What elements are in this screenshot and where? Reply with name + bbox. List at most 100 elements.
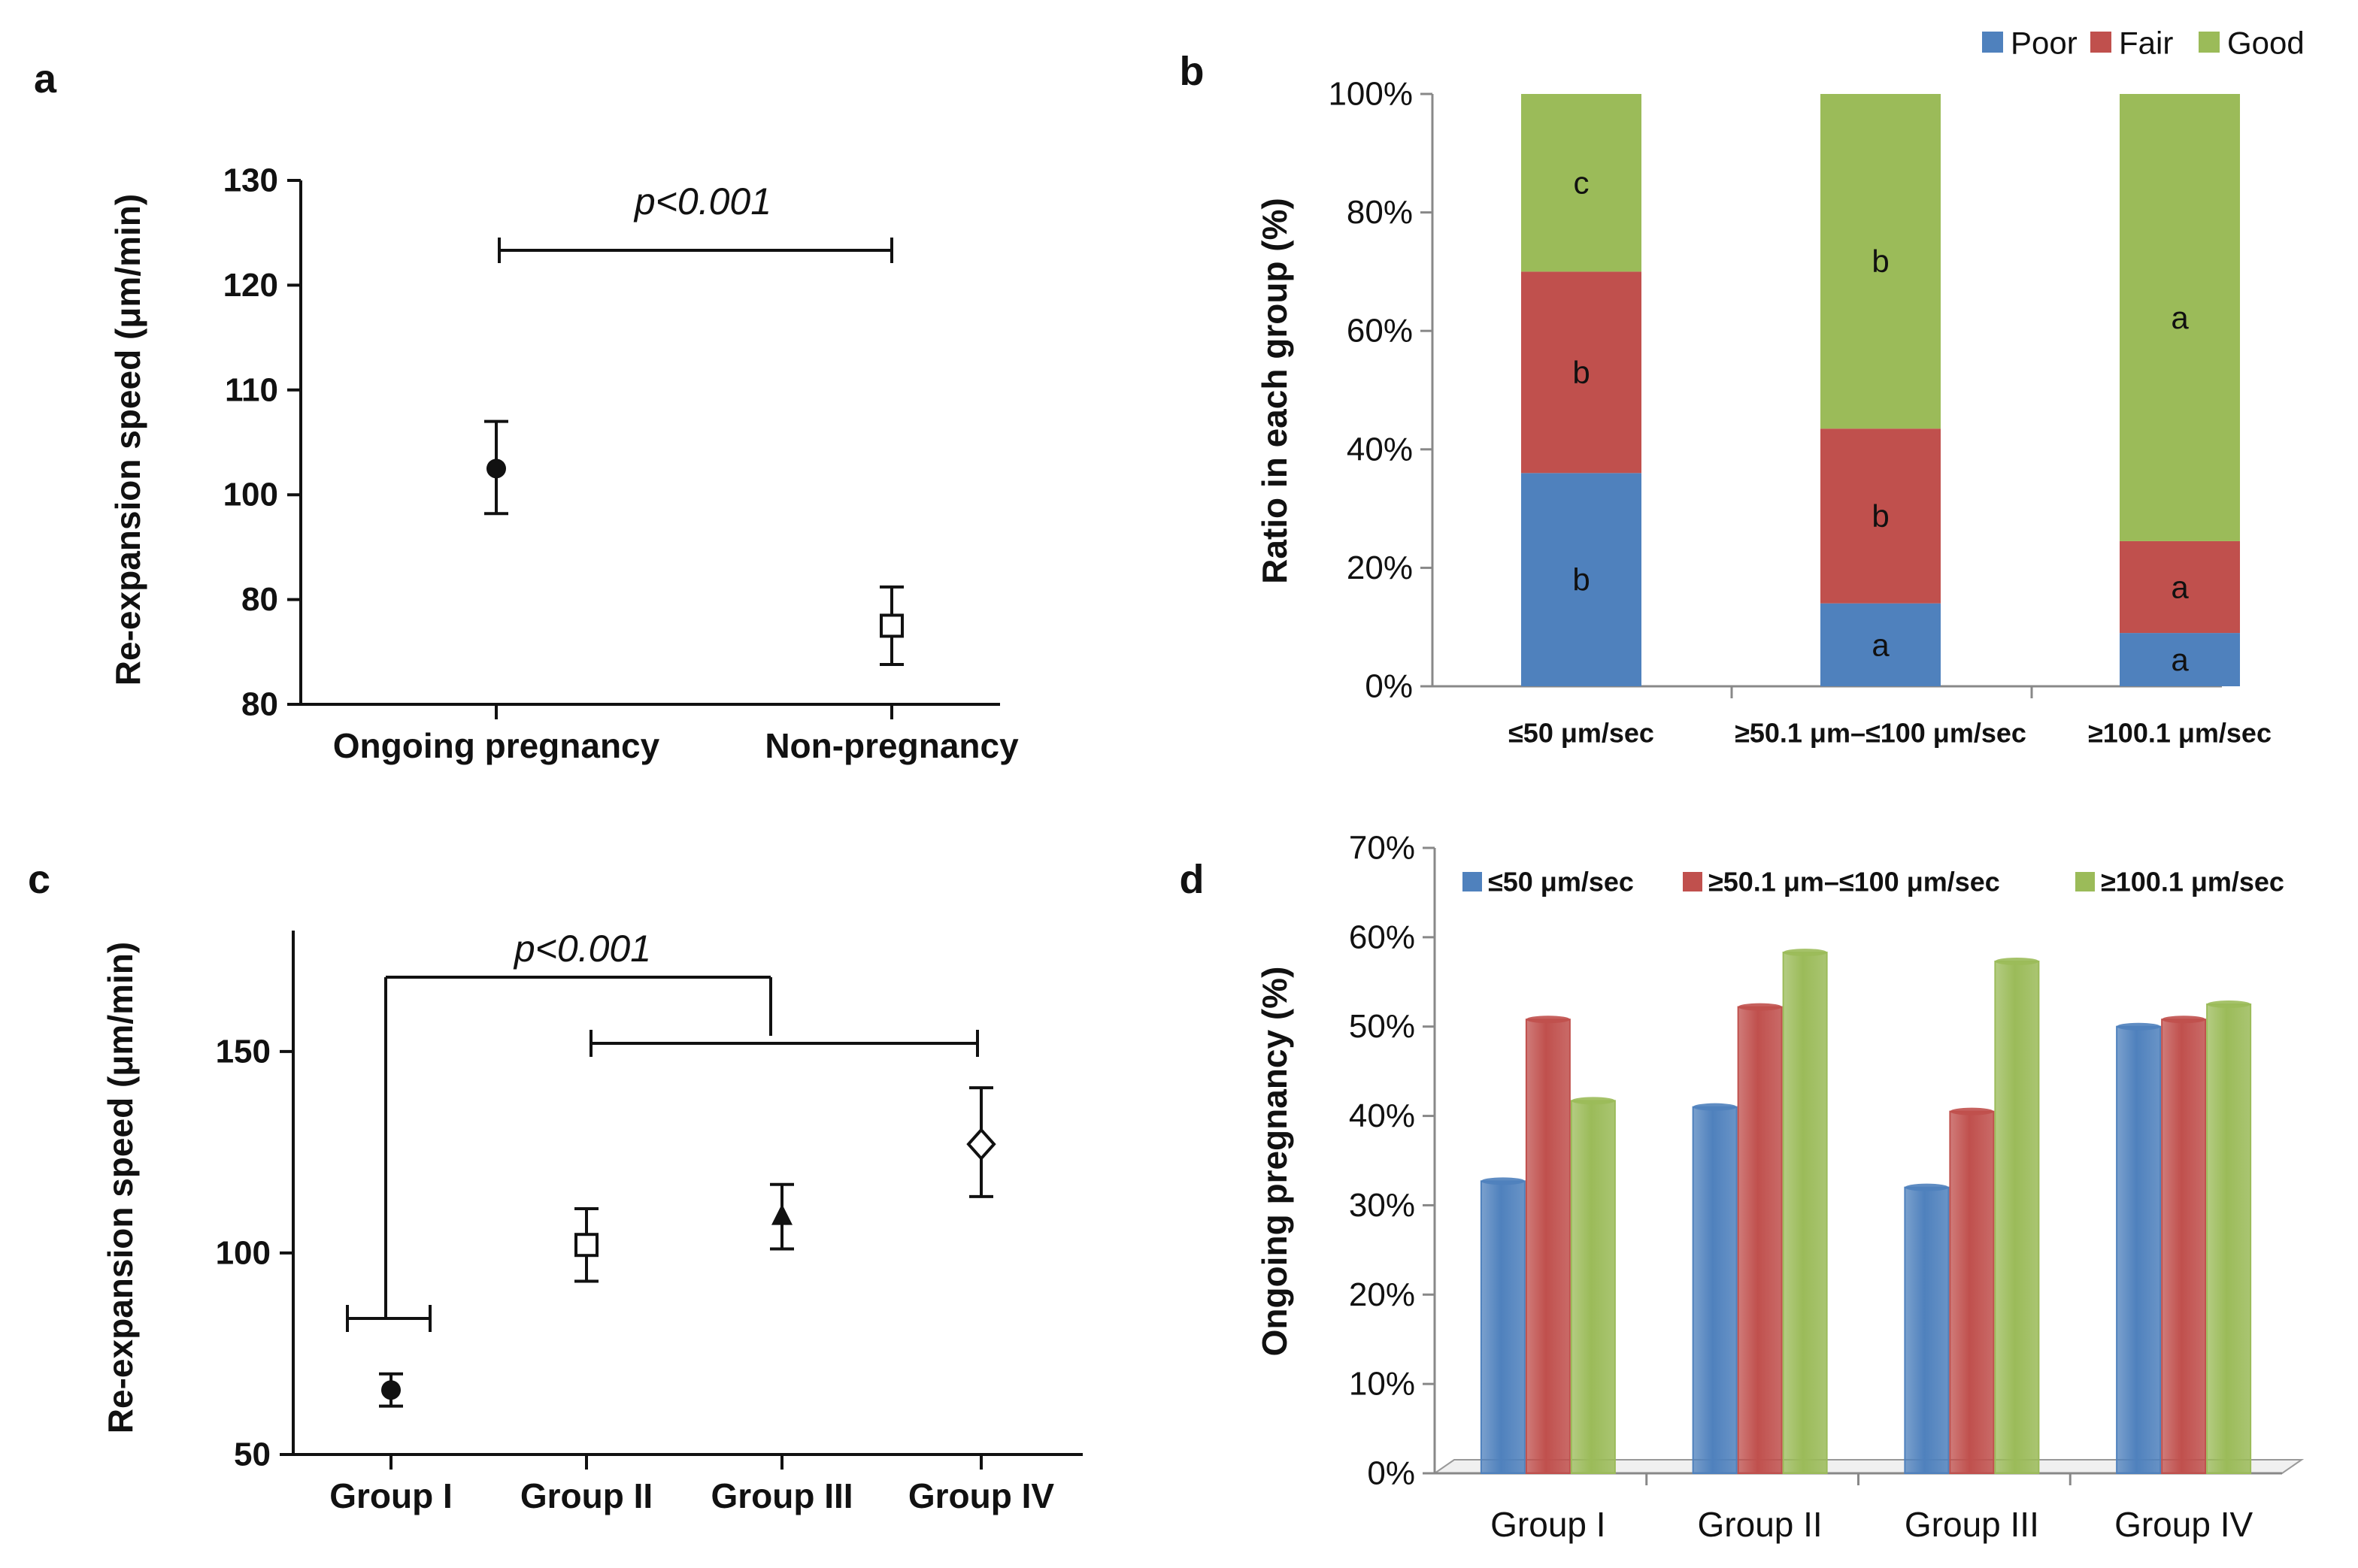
panel-d-x-tick-label: Group III — [1905, 1505, 2039, 1544]
panel-b-y-tick-label: 100% — [1328, 76, 1413, 113]
panel-d-y-tick-label: 20% — [1349, 1276, 1415, 1313]
panel-d-y-tick-label: 30% — [1349, 1187, 1415, 1224]
panel-b-legend-label: Fair — [2119, 26, 2173, 61]
panel-b-legend-label: Poor — [2011, 26, 2078, 61]
panel-c-y-label: Re-expansion speed (μm/min) — [101, 942, 140, 1433]
panel-b-bar-letter: b — [1572, 562, 1590, 598]
panel-a-pvalue: p<0.001 — [633, 180, 771, 222]
panel-d-bar-0-2 — [1904, 1186, 1950, 1474]
panel-d-bar-2-3 — [2206, 1003, 2252, 1474]
panel-d-bar-top-0-1 — [1693, 1103, 1737, 1111]
panel-b-y-tick-label: 20% — [1347, 549, 1413, 586]
panel-a-y-tick-label: 130 — [223, 162, 278, 199]
panel-b-bar-letter: a — [1872, 627, 1890, 662]
panel-d-bar-1-1 — [1737, 1006, 1783, 1474]
panel-d-legend-swatch-2 — [2075, 872, 2095, 891]
panel-c-y-tick-label: 50 — [234, 1436, 271, 1473]
panel-b-x-tick-label: ≥50.1 μm–≤100 μm/sec — [1735, 718, 2026, 749]
panel-d-bar-top-1-0 — [1526, 1016, 1570, 1024]
panel-c-point-2 — [771, 1203, 793, 1225]
panel-b-y-tick-label: 40% — [1347, 431, 1413, 468]
panel-d-bar-1-3 — [2161, 1019, 2207, 1474]
panel-label-c: c — [28, 857, 50, 902]
panel-d-bar-top-2-0 — [1571, 1097, 1615, 1105]
panel-d-bar-top-2-1 — [1783, 949, 1827, 957]
panel-b-legend-swatch-fair — [2090, 32, 2111, 53]
panel-b-bar-letter: b — [1872, 498, 1889, 534]
panel-label-a: a — [34, 56, 57, 101]
panel-d-bar-top-0-3 — [2117, 1022, 2161, 1031]
panel-b-bar-letter: a — [2171, 300, 2189, 335]
panel-b-bar-letter: b — [1872, 244, 1889, 279]
panel-a-point-1 — [880, 613, 904, 638]
panel-b-bar-letter: b — [1572, 355, 1590, 390]
panel-d-legend-label: ≥50.1 μm–≤100 μm/sec — [1708, 867, 2000, 898]
panel-d-y-tick-label: 10% — [1349, 1366, 1415, 1403]
panel-d-y-tick-label: 70% — [1349, 830, 1415, 867]
panel-a-x-tick-label: Ongoing pregnancy — [333, 726, 660, 765]
panel-c-x-tick-label: Group III — [711, 1476, 853, 1515]
panel-d-y-label: Ongoing pregnancy (%) — [1255, 967, 1294, 1357]
panel-d-bar-top-1-1 — [1738, 1003, 1782, 1011]
panel-b-legend-swatch-poor — [1982, 32, 2003, 53]
panel-d-bar-top-2-3 — [2207, 1000, 2251, 1008]
panel-d-bar-0-1 — [1692, 1106, 1738, 1474]
panel-d-bar-top-0-2 — [1905, 1183, 1949, 1191]
panel-b-bar-letter: a — [2171, 570, 2189, 605]
panel-d-y-tick-label: 40% — [1349, 1097, 1415, 1134]
panel-a-x-tick-label: Non-pregnancy — [765, 726, 1019, 765]
panel-d-bar-0-0 — [1480, 1180, 1526, 1475]
panel-b-bar-poor-0 — [1521, 473, 1641, 686]
panel-a-point-0 — [486, 459, 506, 479]
panel-c-point-0 — [381, 1380, 401, 1400]
panel-b-bar-letter: a — [2171, 642, 2189, 677]
panel-c-x-tick-label: Group I — [329, 1476, 453, 1515]
panel-b-bar-fair-2 — [2120, 540, 2240, 634]
panel-d-legend-swatch-0 — [1462, 872, 1482, 891]
panel-label-d: d — [1180, 857, 1205, 902]
panel-b-bar-fair-1 — [1820, 428, 1941, 604]
panel-b-y-tick-label: 60% — [1347, 313, 1413, 350]
panel-c-pvalue: p<0.001 — [513, 928, 651, 970]
panel-a-y-tick-label: 120 — [223, 267, 278, 304]
panel-d-bar-0-3 — [2116, 1025, 2162, 1474]
panel-d-bar-top-1-3 — [2162, 1016, 2206, 1024]
panel-d-y-tick-label: 0% — [1367, 1455, 1415, 1492]
panel-d-legend-label: ≤50 μm/sec — [1488, 867, 1634, 898]
panel-b-x-tick-label: ≥100.1 μm/sec — [2088, 718, 2272, 749]
panel-c-point-1 — [574, 1233, 599, 1258]
panel-b-bar-poor-1 — [1820, 603, 1941, 686]
panel-b-bar-poor-2 — [2120, 633, 2240, 686]
panel-b-x-tick-label: ≤50 μm/sec — [1508, 718, 1654, 749]
panel-d-bar-2-1 — [1782, 952, 1828, 1474]
panel-d-y-tick-label: 60% — [1349, 919, 1415, 955]
panel-c-point-3 — [966, 1128, 996, 1161]
panel-b-bar-good-0 — [1521, 94, 1641, 272]
panel-c-x-tick-label: Group IV — [908, 1476, 1055, 1515]
panel-c-x-tick-label: Group II — [520, 1476, 653, 1515]
panel-d-bar-2-2 — [1994, 960, 2040, 1475]
panel-b-bar-letter: c — [1574, 165, 1590, 201]
panel-b-y-tick-label: 0% — [1365, 668, 1413, 705]
panel-d-legend-label: ≥100.1 μm/sec — [2101, 867, 2284, 898]
panel-b-bar-fair-0 — [1521, 271, 1641, 474]
panel-a-y-tick-label: 100 — [223, 477, 278, 513]
panel-a-y-tick-label: 110 — [225, 371, 278, 408]
panel-d-x-tick-label: Group I — [1490, 1505, 1605, 1544]
panel-label-b: b — [1180, 49, 1205, 94]
panel-a-y-tick-label: 80 — [241, 686, 278, 723]
panel-b-bar-good-2 — [2120, 94, 2240, 541]
panel-d-bar-top-1-2 — [1950, 1107, 1994, 1115]
panel-b-bar-good-1 — [1820, 94, 1941, 429]
panel-b-legend-label: Good — [2227, 26, 2305, 61]
panel-d-bar-2-0 — [1570, 1100, 1616, 1474]
panel-d-bar-top-0-0 — [1481, 1177, 1525, 1185]
panel-b-y-tick-label: 80% — [1347, 194, 1413, 231]
panel-c-y-tick-label: 150 — [216, 1033, 271, 1070]
panel-b-legend-swatch-good — [2199, 32, 2220, 53]
panel-d-legend-swatch-1 — [1683, 872, 1702, 891]
panel-d-x-tick-label: Group IV — [2114, 1505, 2253, 1544]
panel-d-bar-1-2 — [1949, 1110, 1995, 1474]
panel-d-x-tick-label: Group II — [1698, 1505, 1823, 1544]
panel-b-y-label: Ratio in each group (%) — [1255, 198, 1294, 584]
